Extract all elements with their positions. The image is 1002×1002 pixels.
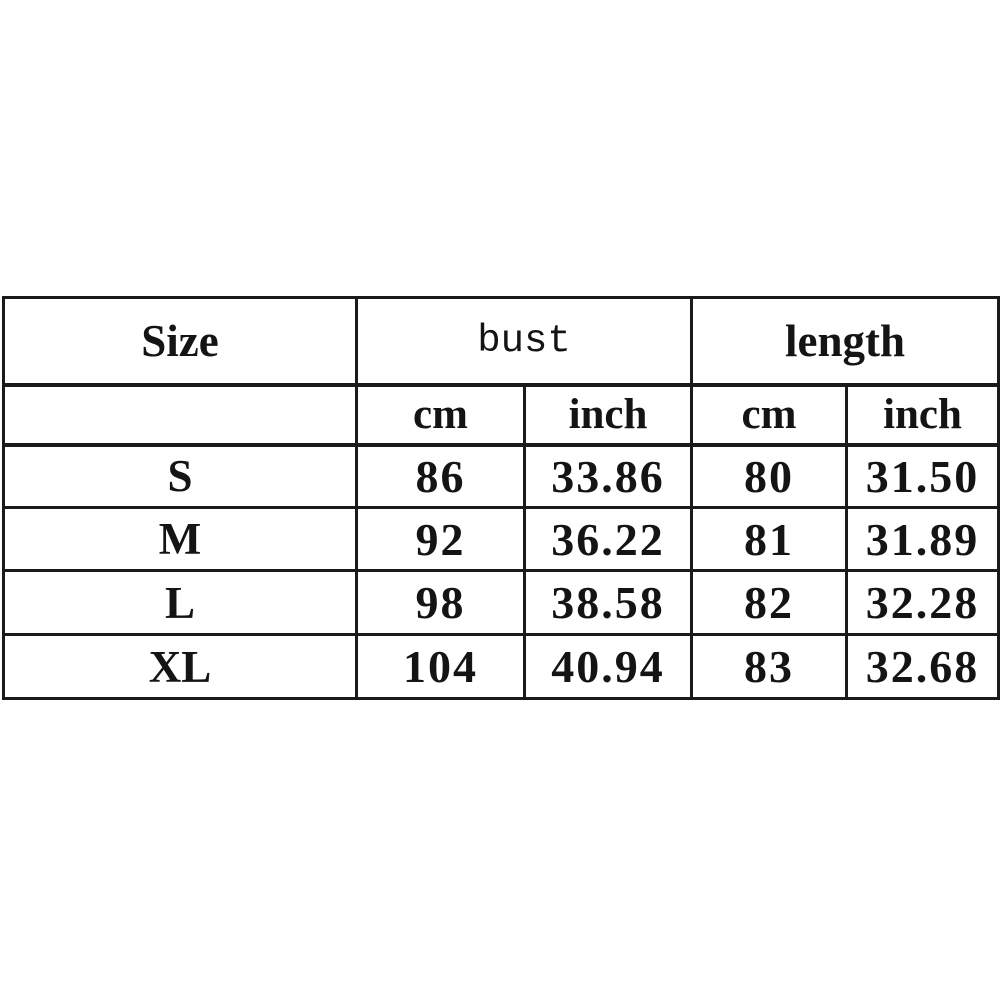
table-row-size-s: S 86 33.86 80 31.50 xyxy=(2,443,1001,509)
bust-cm-value-cell: 92 xyxy=(355,506,526,572)
bust-cm-unit-header: cm xyxy=(355,383,526,447)
unit-header-row: cm inch cm inch xyxy=(2,383,1001,447)
bust-cm-value-cell: 98 xyxy=(355,569,526,636)
size-label-cell: S xyxy=(2,443,358,509)
unit-header-empty-cell xyxy=(2,383,358,447)
length-cm-value-cell: 80 xyxy=(690,443,848,509)
length-inch-value-cell: 32.68 xyxy=(844,633,1001,700)
table-row-size-xl: XL 104 40.94 83 32.68 xyxy=(2,633,1001,700)
size-column-header: Size xyxy=(2,296,358,387)
bust-column-header: bust xyxy=(355,296,693,387)
bust-inch-value-cell: 40.94 xyxy=(523,633,693,700)
bust-inch-unit-header: inch xyxy=(523,383,693,447)
bust-inch-value-cell: 38.58 xyxy=(523,569,693,636)
length-cm-value-cell: 82 xyxy=(690,569,848,636)
bust-cm-value-cell: 86 xyxy=(355,443,526,509)
size-label-cell: XL xyxy=(2,633,358,700)
bust-cm-value-cell: 104 xyxy=(355,633,526,700)
table-row-size-m: M 92 36.22 81 31.89 xyxy=(2,506,1001,572)
size-label-cell: M xyxy=(2,506,358,572)
length-inch-unit-header: inch xyxy=(844,383,1001,447)
bust-inch-value-cell: 33.86 xyxy=(523,443,693,509)
length-inch-value-cell: 32.28 xyxy=(844,569,1001,636)
length-cm-unit-header: cm xyxy=(690,383,848,447)
size-label-cell: L xyxy=(2,569,358,636)
length-column-header: length xyxy=(689,296,1001,387)
length-inch-value-cell: 31.89 xyxy=(844,506,1001,572)
length-cm-value-cell: 81 xyxy=(690,506,848,572)
column-header-row: Size bust length xyxy=(2,296,1001,387)
length-cm-value-cell: 83 xyxy=(690,633,848,700)
bust-inch-value-cell: 36.22 xyxy=(523,506,693,572)
length-inch-value-cell: 31.50 xyxy=(844,443,1001,509)
size-chart-table: Size bust length cm inch cm inch S 86 33… xyxy=(2,296,1001,700)
table-row-size-l: L 98 38.58 82 32.28 xyxy=(2,569,1001,636)
